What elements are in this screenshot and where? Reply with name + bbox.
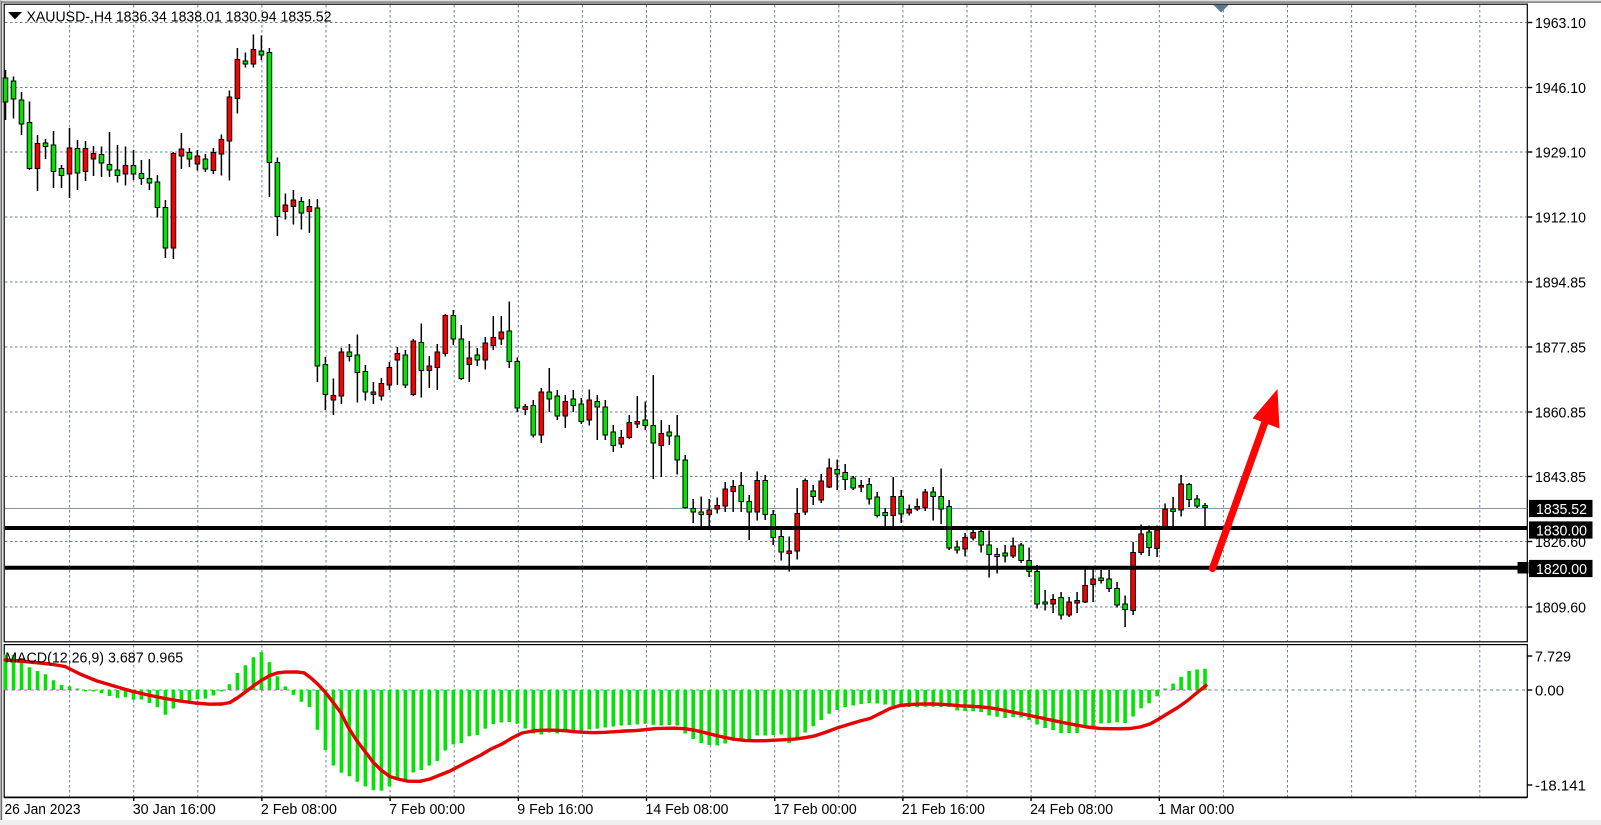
svg-text:XAUUSD-,H4 1836.34 1838.01 18: XAUUSD-,H4 1836.34 1838.01 1830.94 1835.… xyxy=(27,8,332,25)
svg-text:1912.10: 1912.10 xyxy=(1535,209,1586,226)
svg-text:1809.60: 1809.60 xyxy=(1535,599,1586,616)
svg-text:17 Feb 00:00: 17 Feb 00:00 xyxy=(774,801,857,818)
svg-text:30 Jan 16:00: 30 Jan 16:00 xyxy=(133,801,216,818)
svg-text:1 Mar 00:00: 1 Mar 00:00 xyxy=(1158,801,1234,818)
svg-text:1946.10: 1946.10 xyxy=(1535,80,1586,97)
svg-text:21 Feb 16:00: 21 Feb 16:00 xyxy=(902,801,985,818)
svg-text:7 Feb 00:00: 7 Feb 00:00 xyxy=(389,801,465,818)
svg-text:-18.141: -18.141 xyxy=(1535,777,1586,794)
svg-text:24 Feb 08:00: 24 Feb 08:00 xyxy=(1030,801,1113,818)
svg-text:1860.85: 1860.85 xyxy=(1535,404,1586,421)
svg-text:1894.85: 1894.85 xyxy=(1535,274,1586,291)
svg-text:MACD(12,26,9) 3.687 0.965: MACD(12,26,9) 3.687 0.965 xyxy=(5,649,183,666)
svg-text:1963.10: 1963.10 xyxy=(1535,15,1586,32)
svg-text:1843.85: 1843.85 xyxy=(1535,469,1586,486)
svg-text:1830.00: 1830.00 xyxy=(1536,522,1587,539)
svg-text:2 Feb 08:00: 2 Feb 08:00 xyxy=(261,801,337,818)
svg-text:26 Jan 2023: 26 Jan 2023 xyxy=(5,801,81,818)
svg-text:0.00: 0.00 xyxy=(1535,682,1564,699)
svg-text:1820.00: 1820.00 xyxy=(1536,561,1587,578)
svg-text:1835.52: 1835.52 xyxy=(1536,501,1587,518)
svg-text:9 Feb 16:00: 9 Feb 16:00 xyxy=(517,801,593,818)
svg-text:1877.85: 1877.85 xyxy=(1535,339,1586,356)
svg-text:7.729: 7.729 xyxy=(1535,648,1571,665)
svg-text:1929.10: 1929.10 xyxy=(1535,144,1586,161)
svg-text:14 Feb 08:00: 14 Feb 08:00 xyxy=(646,801,729,818)
